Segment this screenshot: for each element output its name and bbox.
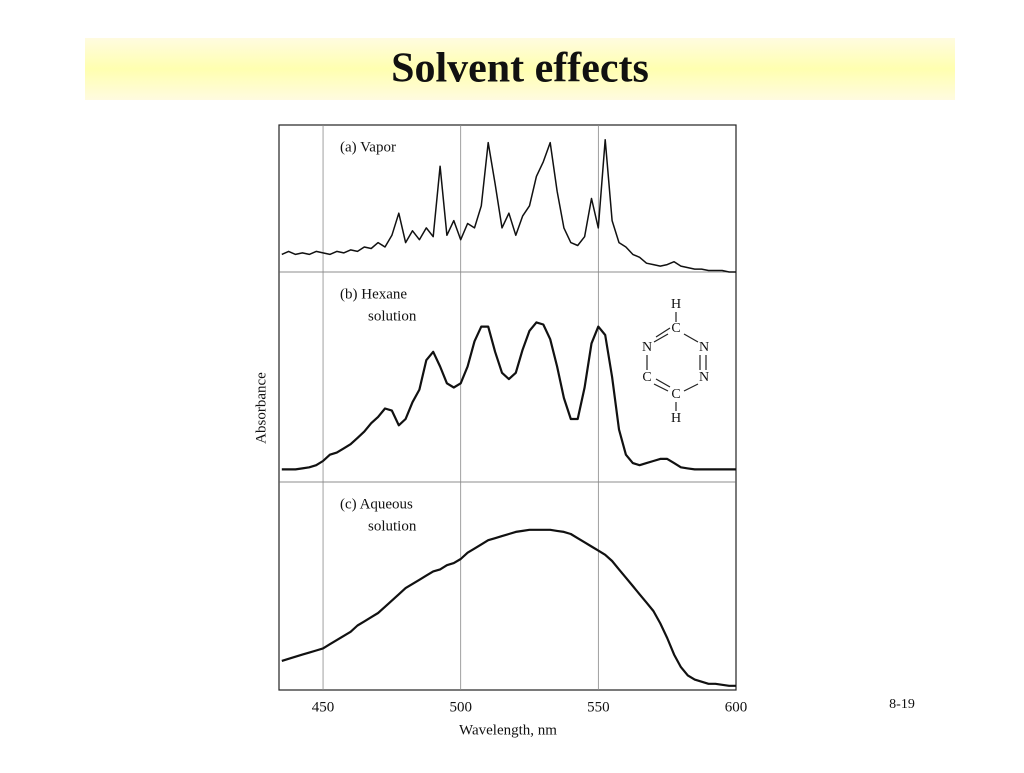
spectrum-line xyxy=(281,138,736,273)
atom-label: N xyxy=(699,370,709,385)
panel-label: (a) Vapor xyxy=(340,139,396,155)
y-axis-label: Absorbance xyxy=(253,372,269,444)
x-axis-label: Wavelength, nm xyxy=(459,722,557,738)
slide-title: Solvent effects xyxy=(391,46,649,92)
atom-label: N xyxy=(699,340,709,355)
title-band xyxy=(85,38,955,100)
spectrum-line xyxy=(281,321,736,471)
atom-label: H xyxy=(671,411,681,426)
x-tick-label: 600 xyxy=(725,699,748,715)
spectrum-line xyxy=(281,528,736,687)
x-tick-label: 450 xyxy=(312,699,335,715)
atom-label: C xyxy=(642,370,651,385)
atom-label: H xyxy=(671,297,681,312)
plot-frame xyxy=(278,124,737,691)
panel-label: (c) Aqueous xyxy=(340,496,413,512)
panel-label: (b) Hexane xyxy=(340,286,407,302)
panel-label: solution xyxy=(368,308,417,324)
atom-label: N xyxy=(642,340,652,355)
page-number: 8-19 xyxy=(889,697,915,712)
atom-label: C xyxy=(671,321,680,336)
x-tick-label: 550 xyxy=(587,699,610,715)
x-tick-label: 500 xyxy=(449,699,472,715)
panel-label: solution xyxy=(368,518,417,534)
triazine-structure xyxy=(646,312,707,411)
atom-label: C xyxy=(671,387,680,402)
